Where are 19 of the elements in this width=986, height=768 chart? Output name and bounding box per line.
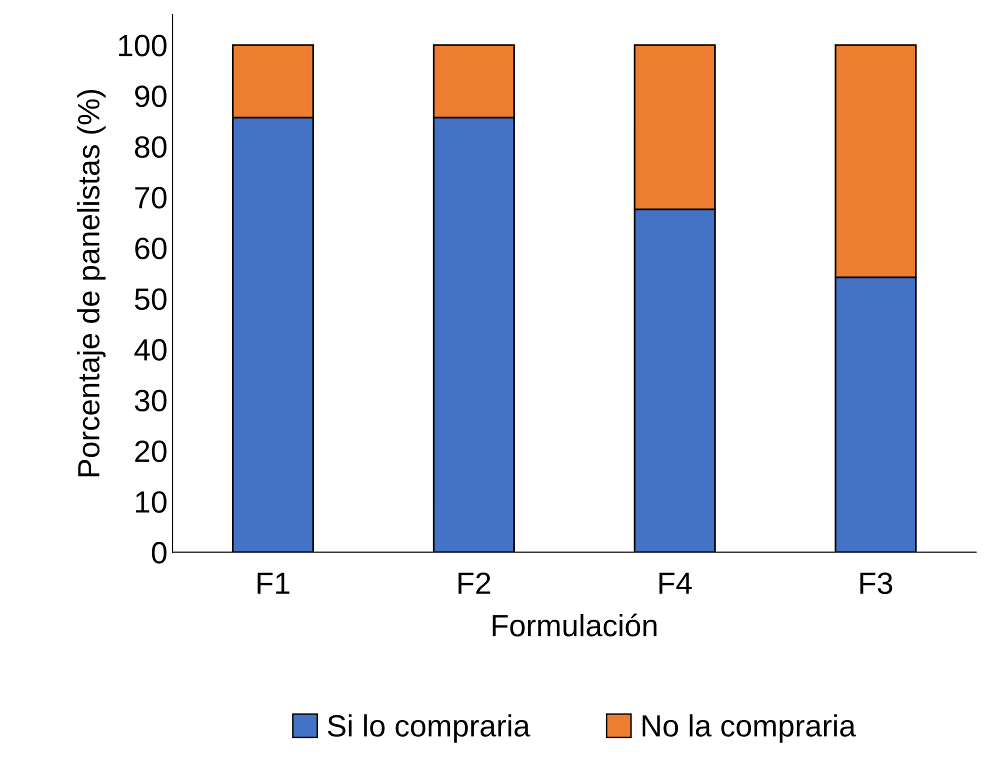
y-tick-label: 100 [119, 34, 166, 56]
y-tick-label: 0 [152, 542, 166, 564]
y-tick-label: 60 [135, 238, 166, 260]
y-tick-label: 40 [134, 339, 166, 361]
y-tick-label: 10 [136, 491, 166, 513]
x-tick-label: F1 [258, 572, 290, 594]
x-tick-label: F4 [659, 572, 692, 594]
legend-label: Si lo compraria [328, 714, 530, 743]
y-tick-label: 20 [135, 440, 166, 462]
x-tick-label: F3 [860, 572, 892, 594]
x-axis-title: Formulación [492, 614, 656, 636]
y-tick-label: 90 [135, 85, 166, 108]
y-tick-label: 80 [135, 136, 166, 158]
y-tick-label: 70 [135, 186, 166, 209]
legend-label: No la compraria [642, 714, 856, 743]
y-tick-label: 50 [134, 288, 166, 310]
y-tick-label: 30 [134, 390, 166, 412]
y-axis-title: Porcentaje de panelistas (%) [77, 90, 106, 476]
x-tick-label: F2 [458, 572, 490, 594]
